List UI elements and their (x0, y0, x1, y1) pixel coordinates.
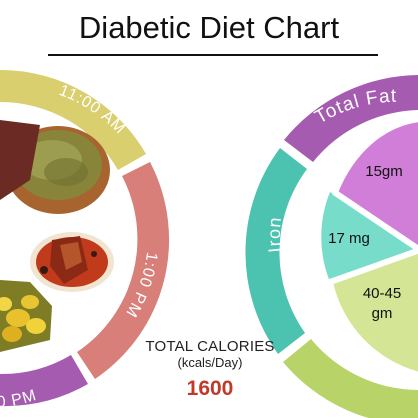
total-calories-value: 1600 (186, 377, 234, 400)
nutrient-ring-fat (284, 75, 418, 162)
meal-ring-11am (0, 69, 146, 170)
nutrient-value-protein (333, 250, 418, 372)
meal-ring-1pm (77, 162, 170, 379)
nutrient-ring-iron (245, 148, 307, 354)
page-title: Diabetic Diet Chart (78, 10, 340, 45)
total-calories-unit: (kcals/Day) (177, 355, 243, 370)
nutrient-value-fat-text: 15gm (365, 163, 403, 180)
nutrient-value-iron-text: 17 mg (328, 230, 370, 247)
nutrient-value-protein-line1: 40-45 (363, 285, 401, 302)
nutrient-value-iron-outer (321, 192, 418, 282)
nutrient-wheel: Total Fat Iron Protein 15gm 17 mg 40-45 … (245, 75, 418, 418)
meal-time-wheel: 11:00 AM 1:00 PM 0 PM (0, 69, 170, 411)
sprouts-bowl-image (0, 120, 110, 214)
nutrient-value-fat-outer (338, 122, 418, 249)
fish-curry-image (30, 232, 114, 292)
svg-text:Iron: Iron (264, 216, 285, 254)
title-underline (48, 54, 378, 56)
meal-ring-evening (0, 355, 88, 407)
nutrient-value-protein-line2: gm (372, 305, 393, 322)
total-calories-label: TOTAL CALORIES (145, 338, 275, 355)
nutrient-ring-protein (283, 339, 418, 418)
jackfruit-image (0, 280, 52, 352)
nutrient-label-iron: Iron (264, 216, 284, 254)
